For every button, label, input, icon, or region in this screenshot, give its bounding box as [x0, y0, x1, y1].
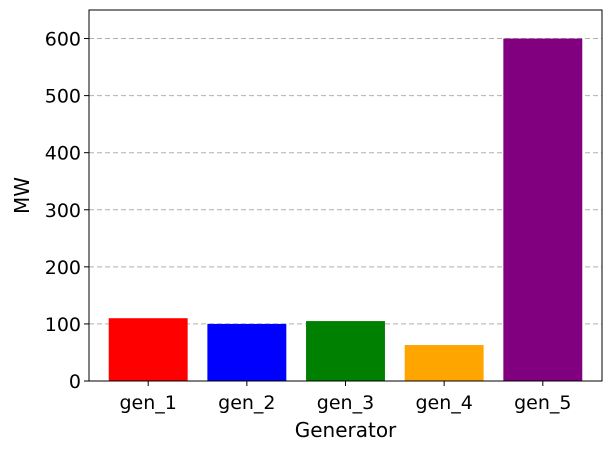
y-tick-label: 100 [45, 314, 81, 336]
y-tick-label: 0 [69, 371, 81, 393]
y-axis-ticks: 0 100 200 300 400 500 600 [45, 29, 89, 393]
x-tick-label: gen_4 [415, 392, 472, 414]
y-tick-label: 200 [45, 257, 81, 279]
x-tick-label: gen_3 [317, 392, 374, 414]
bar-gen_1 [108, 318, 188, 381]
y-axis-label: MW [10, 177, 34, 214]
x-tick-label: gen_5 [514, 392, 571, 414]
x-tick-label: gen_2 [218, 392, 275, 414]
bars [108, 38, 583, 382]
y-tick-label: 300 [45, 200, 81, 222]
x-axis-ticks: gen_1 gen_2 gen_3 gen_4 gen_5 [119, 381, 572, 414]
x-axis-label: Generator [295, 418, 397, 442]
y-tick-label: 400 [45, 143, 81, 165]
bar-gen_5 [503, 38, 583, 382]
plot-frame [88, 9, 603, 382]
x-tick-label: gen_1 [119, 392, 176, 414]
y-tick-label: 500 [45, 86, 81, 108]
bar-gen_4 [404, 345, 484, 381]
y-tick-label: 600 [45, 29, 81, 51]
bar-gen_3 [306, 321, 385, 381]
bar-gen_2 [207, 323, 287, 381]
